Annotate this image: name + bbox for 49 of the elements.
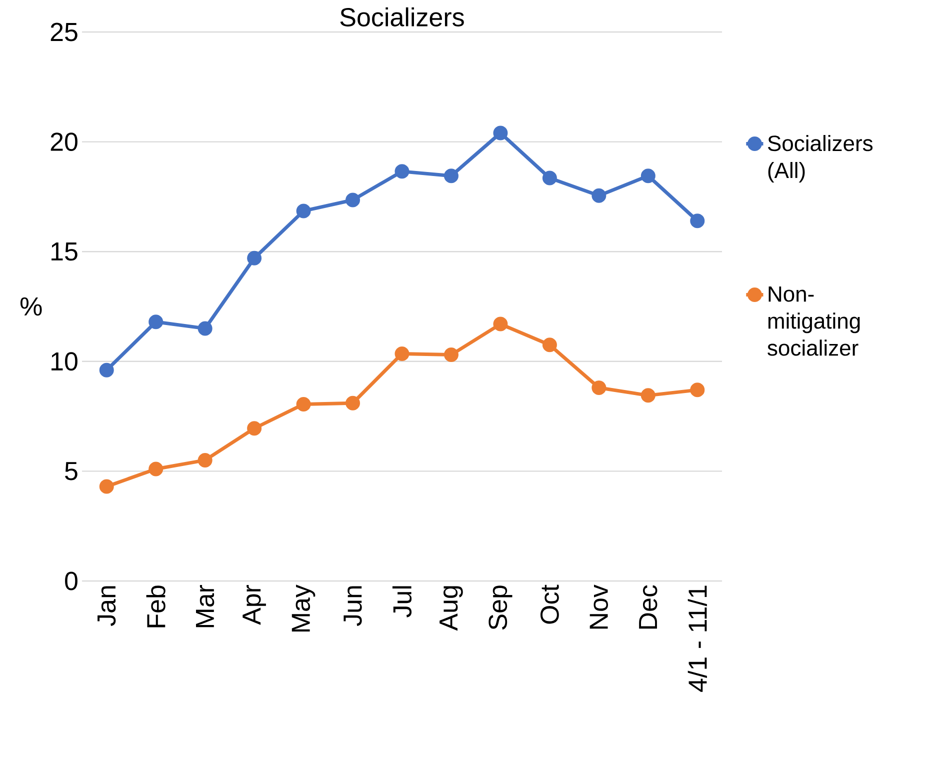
point (99, 362, 114, 378)
x-tick-label: Aug (440, 586, 463, 631)
y-tick-label: 10 (52, 352, 78, 371)
point (640, 168, 656, 184)
point (148, 314, 164, 330)
point (296, 204, 311, 218)
x-tick-label: Jul (392, 586, 412, 618)
point (296, 396, 311, 412)
point (493, 316, 508, 332)
x-tick-label: Nov (590, 584, 608, 629)
legend-label: Socializers (All) (768, 135, 873, 182)
point (198, 321, 212, 336)
y-tick-label: 25 (50, 22, 78, 42)
point (99, 479, 114, 494)
x-tick-label: Mar (196, 584, 214, 628)
point (148, 462, 164, 476)
point (247, 250, 262, 266)
point (346, 192, 360, 208)
point (198, 452, 212, 468)
y-tick-label: 5 (65, 462, 78, 480)
point (592, 380, 606, 395)
point (542, 338, 557, 352)
x-tick-label: Sep (488, 586, 512, 630)
y-tick-label: 20 (50, 132, 78, 151)
point (690, 382, 705, 398)
point (394, 164, 410, 179)
point (247, 421, 262, 436)
x-tick-label: Oct (540, 584, 559, 624)
legend-label: Non-mitigating socializer (768, 286, 860, 356)
point (542, 170, 557, 186)
x-tick-label: Jan (98, 586, 116, 626)
point (346, 396, 360, 410)
point (493, 126, 508, 140)
point (394, 346, 410, 361)
point (640, 388, 656, 403)
x-tick-label: 4/1 - 11/1 (688, 586, 707, 692)
y-axis-title: % (20, 297, 42, 316)
x-tick-label: Dec (639, 585, 658, 629)
x-tick-label: May (292, 584, 316, 632)
y-tick-label: 15 (52, 242, 78, 261)
point (690, 214, 705, 228)
point (592, 188, 606, 203)
y-tick-label: 0 (65, 572, 78, 590)
x-tick-label: Jun (344, 586, 362, 626)
chart-title: Socializers (340, 7, 464, 26)
x-tick-label: Feb (146, 586, 166, 628)
point (444, 348, 458, 362)
x-tick-label: Apr (242, 584, 266, 625)
point (444, 168, 458, 184)
